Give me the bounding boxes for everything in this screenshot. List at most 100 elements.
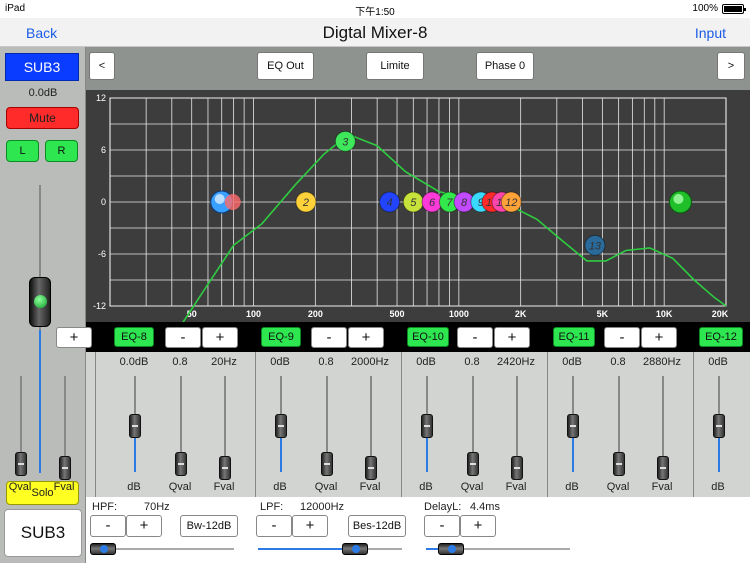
y-tick-label: -6 [98,249,106,259]
band-gain-value: 0dB [270,356,290,368]
x-tick-label: 10K [656,309,673,319]
band-freq-slider-track[interactable] [64,376,66,472]
channel-name-button[interactable]: SUB3 [5,53,79,81]
eq-node[interactable] [500,191,522,213]
band-q-slider-handle[interactable] [467,452,479,476]
band-freq-slider-track[interactable] [370,376,372,472]
input-button[interactable]: Input [694,25,726,41]
band-freq-slider-handle[interactable] [365,456,377,480]
channel-fader-track-top [39,185,41,330]
x-tick-label: 500 [390,309,405,319]
lpf-plus-button[interactable]: + [292,515,328,537]
eq-8-label[interactable]: EQ-8 [114,327,154,347]
eq-9-label[interactable]: EQ-9 [261,327,301,347]
band-gain-slider-fill [572,426,574,472]
delay-slider-track[interactable] [426,548,570,550]
eq-node[interactable] [584,234,606,256]
eq-node-label: 9 [478,197,484,209]
eq-9-plus-button[interactable]: + [348,327,384,348]
band-db-label: dB [711,481,725,493]
eq-10-label[interactable]: EQ-10 [407,327,449,347]
band-gain-value: 0dB [708,356,728,368]
eq-node[interactable] [379,191,401,213]
delay-plus-button[interactable]: + [460,515,496,537]
eq-9-minus-button[interactable]: - [311,327,347,348]
band-gain-slider-handle[interactable] [129,414,141,438]
band-gain-slider-handle[interactable] [275,414,287,438]
x-tick-label: 5K [597,309,609,319]
band-fval-label: Fval [505,481,527,493]
y-tick-label: 12 [96,93,106,103]
battery-status: 100% [692,3,746,14]
phase-button[interactable]: Phase 0 [476,52,534,80]
eq-12-label[interactable]: EQ-12 [699,327,743,347]
hpf-plus-button[interactable]: + [126,515,162,537]
band-q-slider-handle[interactable] [175,452,187,476]
band-q-slider-handle[interactable] [613,452,625,476]
solo-button[interactable]: Solo [6,481,79,505]
hpf-slider-handle[interactable] [90,543,116,555]
band-q-slider-handle[interactable] [15,452,27,476]
lpf-minus-button[interactable]: - [256,515,292,537]
eq-10-minus-button[interactable]: - [457,327,493,348]
band-freq-value: 2420Hz [497,356,535,368]
band-qval-label: Qval [460,481,484,493]
left-link-button[interactable]: L [6,140,39,162]
band-gain-slider-handle[interactable] [567,414,579,438]
eq-11-label[interactable]: EQ-11 [553,327,595,347]
band-q-slider-track[interactable] [618,376,620,472]
eq-10-plus-button[interactable]: + [494,327,530,348]
band-q-slider-track[interactable] [326,376,328,472]
x-tick-label: 50 [187,309,197,319]
band-db-label: dB [419,481,433,493]
band-db-label: dB [127,481,141,493]
band-gain-slider-handle[interactable] [713,414,725,438]
band-freq-slider-handle[interactable] [59,456,71,480]
hpf-minus-button[interactable]: - [90,515,126,537]
band-freq-slider-handle[interactable] [219,456,231,480]
band-q-slider-track[interactable] [180,376,182,472]
band-gain-slider-fill [718,426,720,472]
eq-11-plus-button[interactable]: + [641,327,677,348]
eq-8-minus-button[interactable]: - [165,327,201,348]
channel-fader-handle[interactable] [29,277,51,327]
lpf-slider-handle[interactable] [342,543,368,555]
eq-node[interactable] [295,191,317,213]
eq-node-label: 4 [387,197,393,209]
delay-minus-button[interactable]: - [424,515,460,537]
band-freq-slider-handle[interactable] [657,456,669,480]
eq-out-button[interactable]: EQ Out [257,52,314,80]
eq-8-plus-button[interactable]: + [202,327,238,348]
eq-11-minus-button[interactable]: - [604,327,640,348]
device-label: iPad [5,3,26,14]
band-freq-slider-handle[interactable] [511,456,523,480]
band-qval-label: Qval [606,481,630,493]
band-q-slider-track[interactable] [472,376,474,472]
band-q-slider-track[interactable] [20,376,22,472]
hpf-label: HPF: [92,501,118,513]
band-freq-slider-track[interactable] [662,376,664,472]
eq-response-graph[interactable]: 12 6 0 -6 -12 50 100 200 500 1000 2K 5K 10K 20K 3 2 4 5 6 7… [86,90,750,322]
hpf-type-button[interactable]: Bw-12dB [180,515,238,537]
battery-percent: 100% [692,3,718,14]
back-button[interactable]: Back [26,25,58,41]
prev-button[interactable]: < [89,52,115,80]
lpf-slider-track[interactable] [258,548,402,550]
band-q-slider-handle[interactable] [321,452,333,476]
band-freq-value: 20Hz [211,356,237,368]
next-button[interactable]: > [717,52,745,80]
limite-button[interactable]: Limite [366,52,424,80]
lpf-type-button[interactable]: Bes-12dB [348,515,406,537]
eq-node-label: 2 [302,197,309,209]
band-freq-slider-track[interactable] [224,376,226,472]
band-gain-value: 0dB [562,356,582,368]
band-7-plus-button[interactable]: + [56,327,92,348]
mute-button[interactable]: Mute [6,107,79,129]
right-link-button[interactable]: R [45,140,78,162]
band-freq-slider-track[interactable] [516,376,518,472]
eq-node[interactable] [334,130,356,152]
band-gain-slider-handle[interactable] [421,414,433,438]
delay-slider-handle[interactable] [438,543,464,555]
y-tick-label: 6 [101,145,106,155]
band-fval-label: Fval [359,481,381,493]
